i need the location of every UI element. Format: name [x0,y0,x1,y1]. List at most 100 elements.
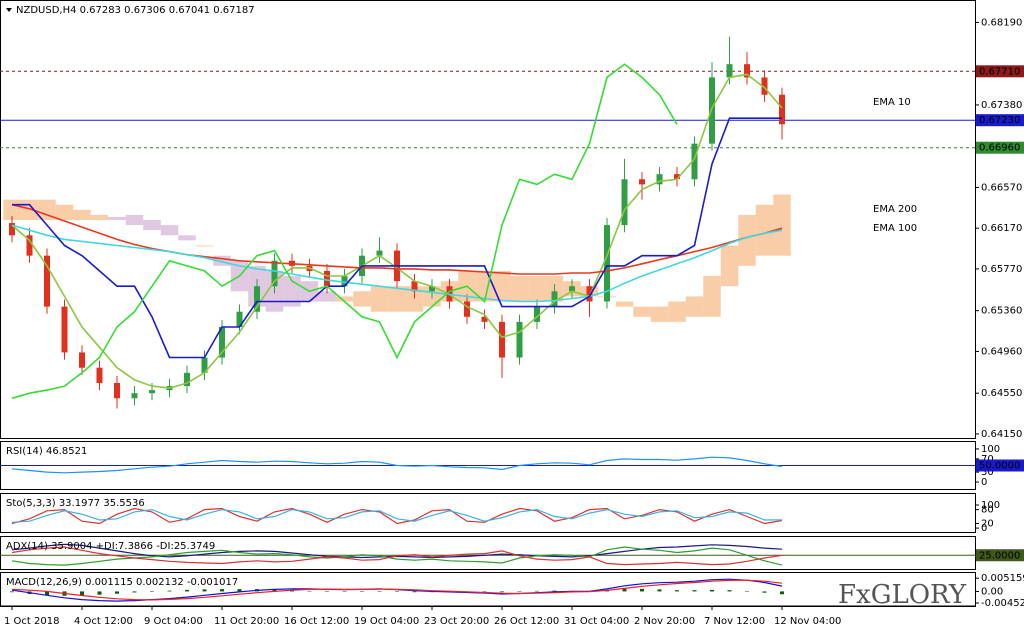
y-tick-label: 0.68190 [981,17,1022,28]
panel-frame [0,536,976,570]
cloud-bar [143,220,161,231]
histogram-bar [45,591,49,596]
histogram-bar [762,591,767,593]
histogram-bar [132,591,137,593]
cloud-bar [475,270,494,302]
candle-body [79,352,85,368]
series-line [11,456,783,474]
candle-body [569,286,575,292]
x-tick-label: 2 Nov 20:00 [634,616,695,627]
candle-body [271,260,278,287]
histogram-bar [482,591,487,592]
x-tick-label: 19 Oct 04:00 [354,616,419,627]
cloud-bar [510,276,529,302]
candle-body [639,179,645,185]
candle-body [114,382,120,399]
cloud-bar [108,216,126,221]
y-tick-label: 70 [981,454,994,465]
histogram-bar [237,589,242,592]
x-tick-label: 11 Oct 20:00 [214,616,279,627]
cloud-bar [73,209,91,221]
series-line [11,508,783,523]
candle-body [551,291,558,307]
y-tick-label: 20 [981,518,994,529]
series-line [11,546,783,566]
level-label: 50.0000 [979,460,1020,471]
cloud-bar [38,199,56,221]
candle-body [464,301,470,317]
candle-body [236,311,243,327]
cloud-bar [125,214,144,226]
x-tick-label: 16 Oct 12:00 [284,616,349,627]
series-line [12,117,782,359]
candle-body [499,321,505,358]
panel-frame [0,0,976,439]
legend-entry: EMA 100 [873,223,917,234]
histogram-bar [325,591,329,592]
histogram-bar [622,588,627,592]
panel-title: NZDUSD,H4 0.67283 0.67306 0.67041 0.6718… [16,5,255,16]
legend-entry: EMA 10 [873,97,911,108]
y-tick-label: 0.66570 [981,182,1022,193]
cloud-bar [318,291,336,302]
x-tick-label: 23 Oct 20:00 [424,616,489,627]
level-label-bg [976,459,1024,472]
cloud-bar [755,204,774,256]
histogram-bar [185,589,189,592]
candle-body [516,321,523,358]
y-tick-label: 0.64550 [981,388,1022,399]
histogram-bar [167,590,172,592]
cloud-bar [90,214,109,221]
histogram-bar [727,590,732,592]
cloud-bar [213,255,231,266]
candle-body [709,77,715,144]
level-label: 0.67230 [979,115,1020,126]
cloud-bar [615,301,634,307]
histogram-bar [115,591,119,594]
series-line [11,203,783,275]
histogram-bar [377,591,382,592]
histogram-bar [780,591,784,595]
cloud-bar [335,296,354,302]
x-tick-label: 12 Nov 04:00 [774,616,841,627]
panel-title: RSI(14) 46.8521 [6,446,87,457]
panel-title: Sto(5,3,3) 33.1977 35.5536 [6,498,145,509]
cloud-bar [633,306,651,317]
cloud-bar [773,194,791,256]
histogram-bar [412,591,417,593]
cloud-bar [650,306,669,322]
cloud-bar [528,276,546,302]
cloud-bar [738,214,756,266]
y-tick-label: -0.004529 [981,598,1024,609]
histogram-bar [692,590,697,592]
cloud-bar [20,199,39,221]
cloud-bar [720,245,739,287]
candle-body [254,286,260,312]
y-tick-label: 0.00 [981,586,1003,597]
candle-body [44,255,50,307]
histogram-bar [272,589,277,592]
y-tick-label: 30 [981,467,994,478]
level-label-bg [976,65,1024,78]
series-line [11,546,783,566]
candle-body [481,316,488,322]
candle-body [761,77,768,95]
cloud-bar [405,286,424,312]
candle-body [201,357,208,373]
candle-body [184,372,190,387]
candle-body [604,225,610,302]
y-tick-label: 100 [981,444,1000,455]
cloud-bar [195,245,214,247]
histogram-bar [307,590,312,592]
x-tick-label: 4 Oct 12:00 [74,616,133,627]
candle-body [411,281,418,292]
x-tick-label: 31 Oct 04:00 [564,616,629,627]
histogram-bar [535,590,539,592]
candle-body [691,143,698,180]
candle-body [744,64,750,78]
candle-body [9,223,15,236]
series-line [11,579,783,601]
brand-logo: FxGLORY [838,580,967,610]
histogram-bar [710,589,714,592]
